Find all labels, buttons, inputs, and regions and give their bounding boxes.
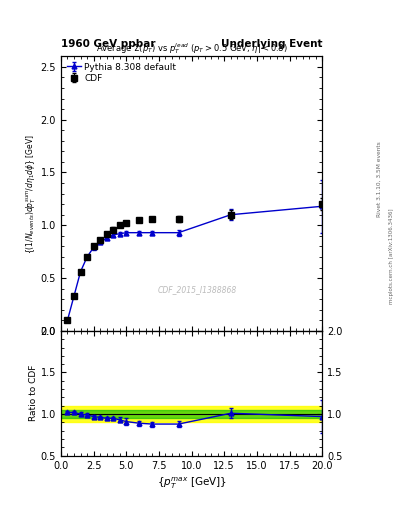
Legend: Pythia 8.308 default, CDF: Pythia 8.308 default, CDF (65, 61, 178, 84)
Text: 1960 GeV ppbar: 1960 GeV ppbar (61, 38, 155, 49)
Y-axis label: $\{(1/N_{events}) dp_T^{sum}/d\eta_1 d\phi\}$ [GeV]: $\{(1/N_{events}) dp_T^{sum}/d\eta_1 d\p… (24, 134, 38, 253)
Text: Underlying Event: Underlying Event (221, 38, 322, 49)
Text: CDF_2015_I1388868: CDF_2015_I1388868 (157, 285, 237, 294)
X-axis label: $\{p_T^{max}$ [GeV]$\}$: $\{p_T^{max}$ [GeV]$\}$ (156, 476, 227, 492)
Y-axis label: Ratio to CDF: Ratio to CDF (29, 365, 38, 421)
Title: Average $\Sigma(p_T)$ vs $p_T^{lead}$ ($p_T > 0.5$ GeV, $\eta| < 0.8$): Average $\Sigma(p_T)$ vs $p_T^{lead}$ ($… (96, 41, 287, 56)
Text: Rivet 3.1.10, 3.5M events: Rivet 3.1.10, 3.5M events (377, 141, 382, 217)
Text: mcplots.cern.ch [arXiv:1306.3436]: mcplots.cern.ch [arXiv:1306.3436] (389, 208, 393, 304)
